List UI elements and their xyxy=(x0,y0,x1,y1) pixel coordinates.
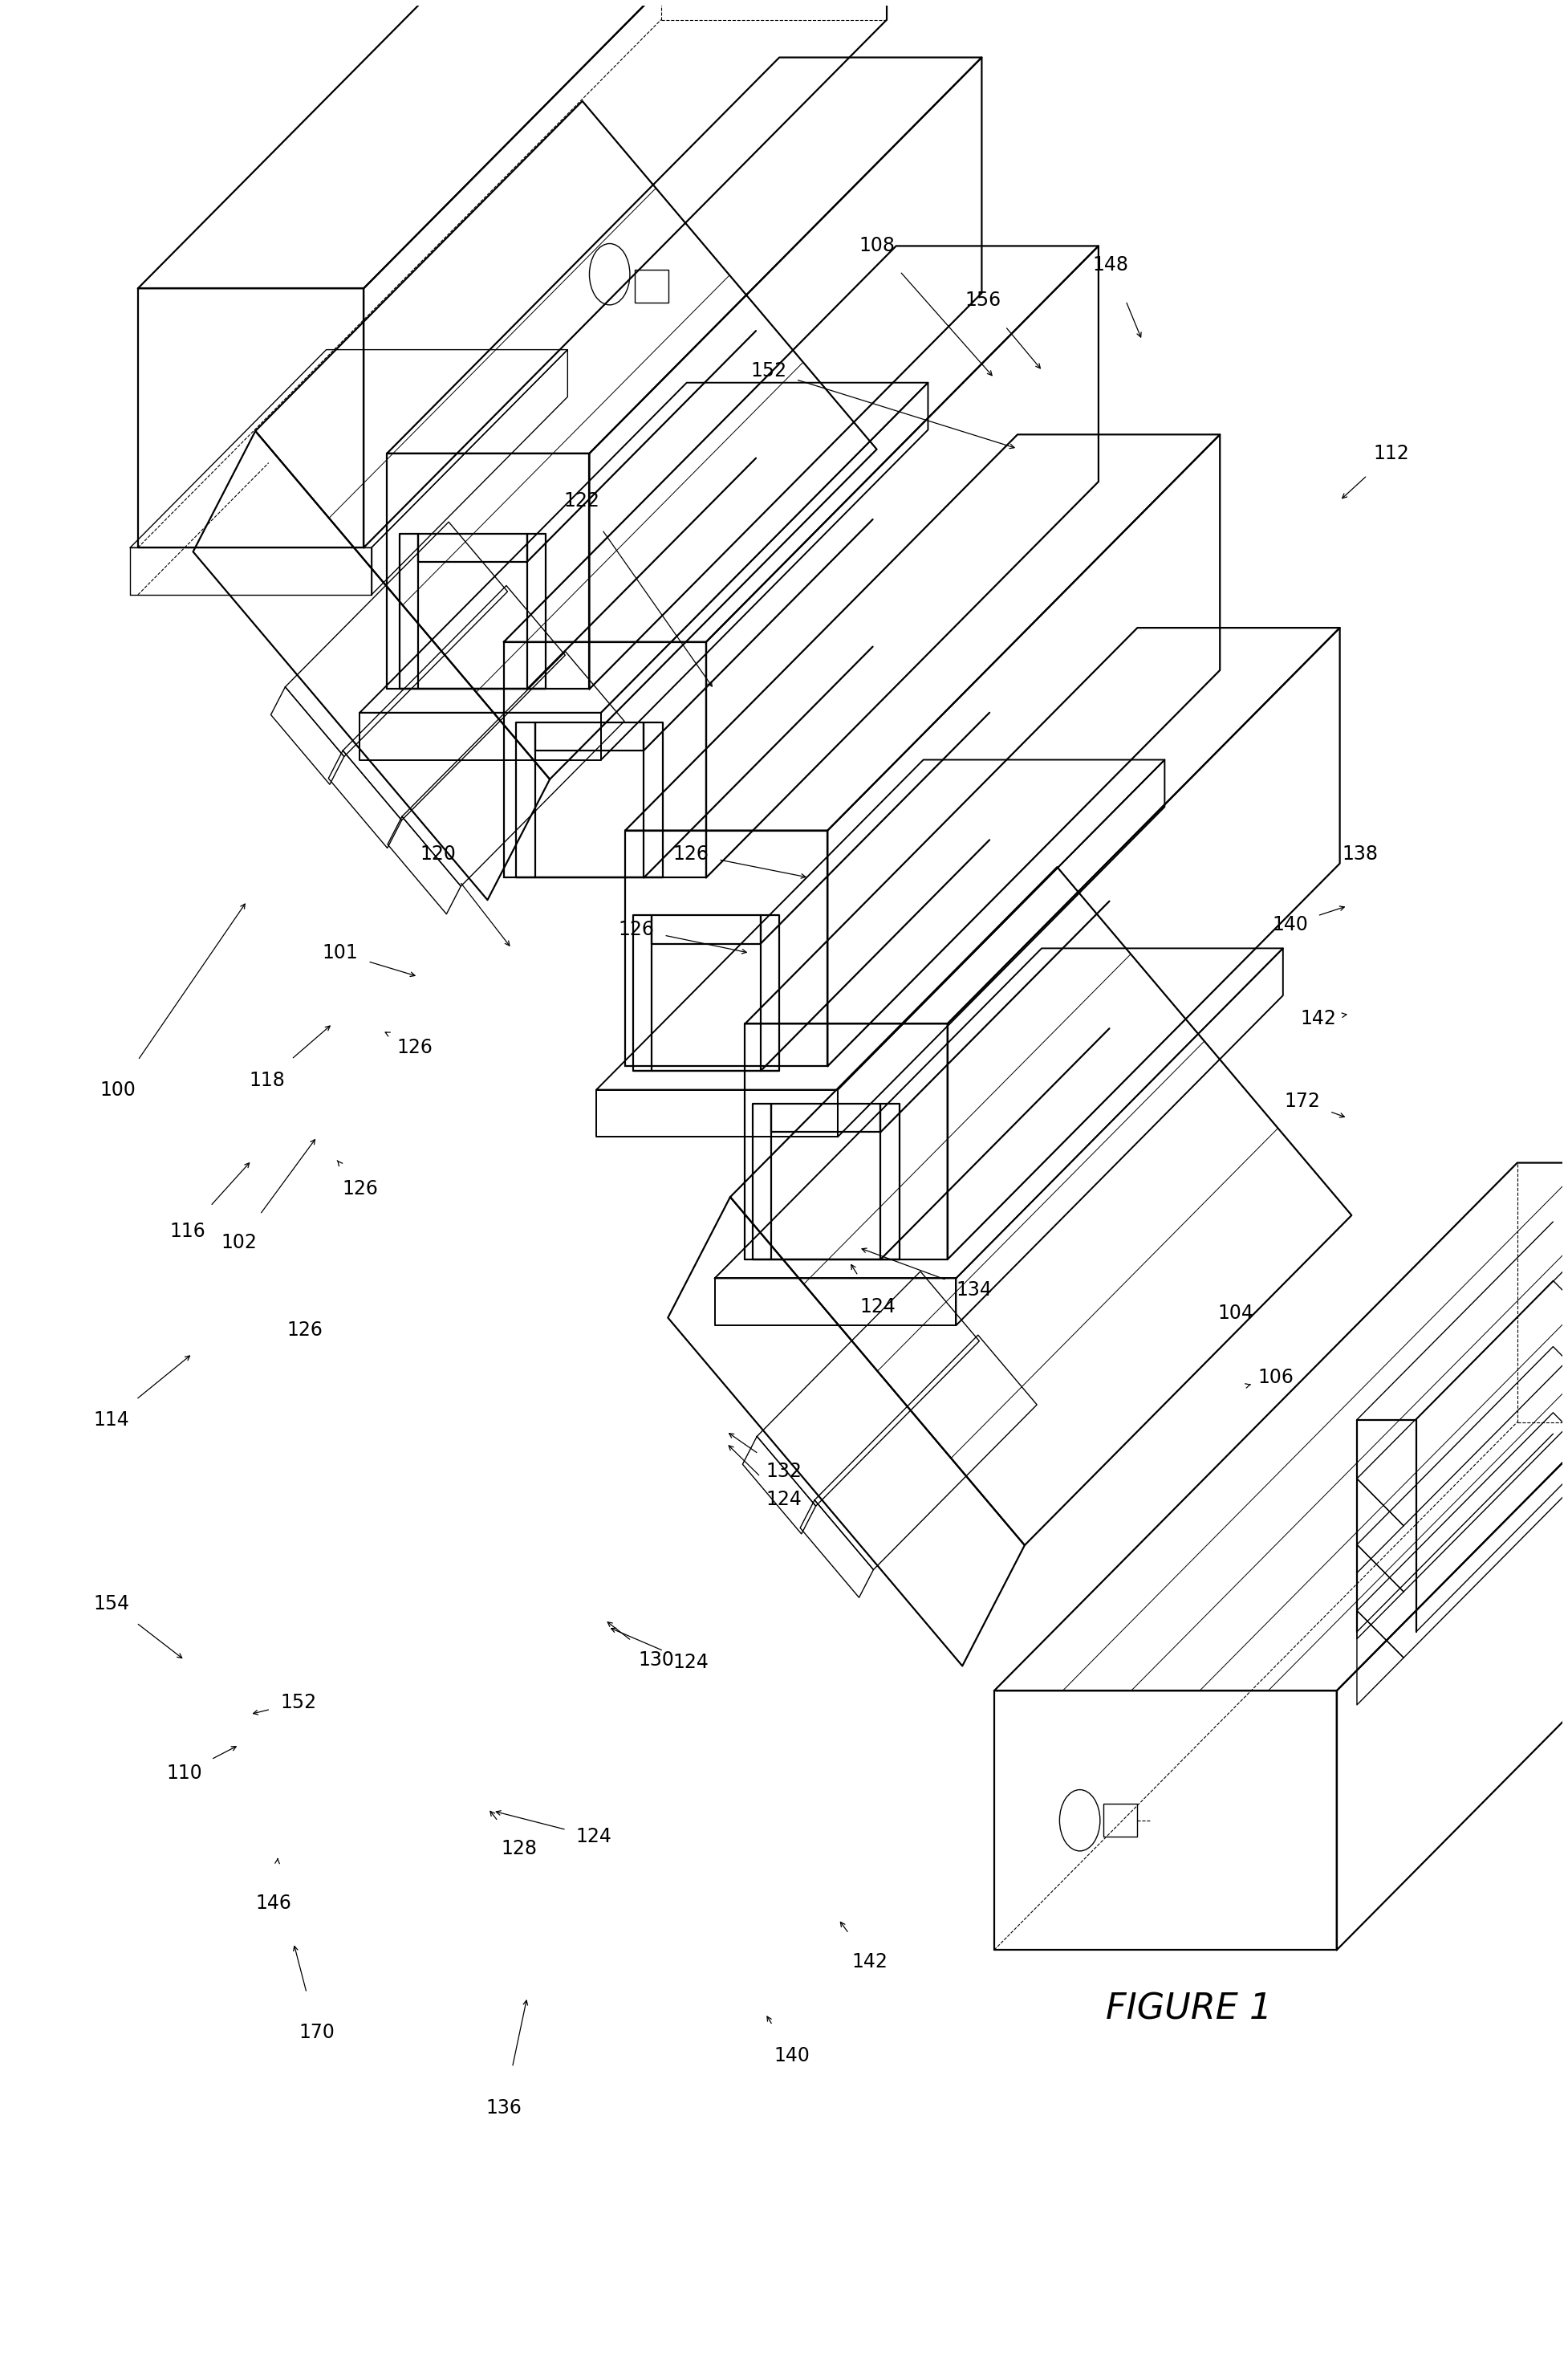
Text: 142: 142 xyxy=(1300,1009,1336,1028)
Text: 112: 112 xyxy=(1374,443,1410,464)
Text: 122: 122 xyxy=(563,490,599,509)
Text: 124: 124 xyxy=(575,1828,612,1847)
Text: 140: 140 xyxy=(1272,914,1308,935)
Text: 130: 130 xyxy=(638,1650,674,1669)
Text: 124: 124 xyxy=(767,1489,801,1508)
Text: 126: 126 xyxy=(397,1037,433,1056)
Text: 134: 134 xyxy=(956,1281,993,1300)
Text: 154: 154 xyxy=(94,1594,130,1613)
Text: 116: 116 xyxy=(169,1222,205,1241)
Text: 142: 142 xyxy=(851,1951,887,1973)
Text: 126: 126 xyxy=(673,845,709,864)
Text: 172: 172 xyxy=(1284,1092,1320,1111)
Text: 156: 156 xyxy=(966,291,1002,310)
Text: 138: 138 xyxy=(1342,845,1378,864)
Text: 118: 118 xyxy=(249,1070,285,1089)
Text: 170: 170 xyxy=(299,2022,336,2041)
Text: 148: 148 xyxy=(1093,256,1129,275)
Text: 100: 100 xyxy=(100,1080,136,1099)
Text: 136: 136 xyxy=(486,2098,522,2117)
Text: 124: 124 xyxy=(859,1298,895,1317)
Text: 108: 108 xyxy=(859,237,895,256)
Text: 124: 124 xyxy=(673,1653,709,1672)
Text: 101: 101 xyxy=(323,942,358,964)
Text: 126: 126 xyxy=(618,919,654,940)
Text: 146: 146 xyxy=(256,1892,292,1913)
Text: 126: 126 xyxy=(287,1321,323,1340)
Text: 110: 110 xyxy=(166,1764,202,1783)
Text: 128: 128 xyxy=(502,1840,538,1859)
Text: 106: 106 xyxy=(1258,1369,1294,1388)
Text: 132: 132 xyxy=(767,1461,801,1480)
Text: 104: 104 xyxy=(1217,1305,1253,1324)
Text: 140: 140 xyxy=(773,2046,809,2065)
Text: 120: 120 xyxy=(420,845,456,864)
Text: 152: 152 xyxy=(281,1693,317,1712)
Bar xyxy=(635,270,670,303)
Text: 114: 114 xyxy=(94,1409,130,1430)
Text: 126: 126 xyxy=(342,1179,378,1198)
Bar xyxy=(1104,1804,1137,1838)
Text: 102: 102 xyxy=(221,1234,257,1253)
Text: 152: 152 xyxy=(751,362,787,381)
Text: FIGURE 1: FIGURE 1 xyxy=(1105,1991,1272,2027)
